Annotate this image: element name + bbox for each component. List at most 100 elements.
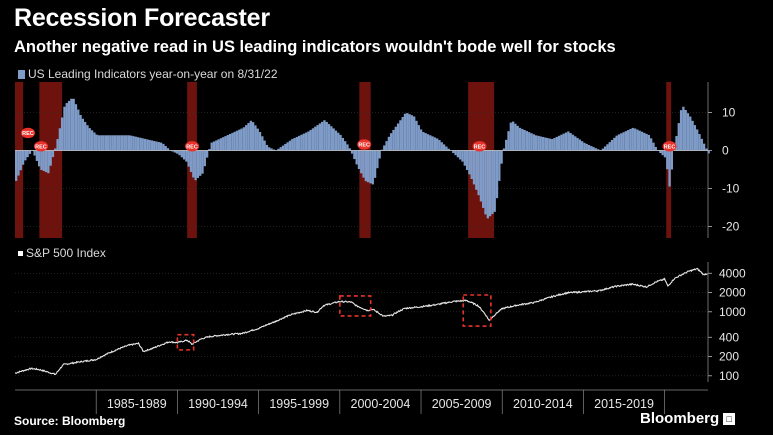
indicator-bar — [33, 150, 36, 156]
indicator-bar — [578, 139, 581, 151]
indicator-bar — [102, 135, 105, 151]
indicator-bar — [28, 150, 32, 154]
indicator-bar — [360, 150, 363, 174]
indicator-bar — [406, 113, 409, 151]
indicator-bar — [116, 135, 119, 151]
indicator-bar — [518, 127, 522, 151]
indicator-bar — [562, 133, 565, 151]
indicator-bar — [502, 148, 506, 151]
indicator-bar — [254, 125, 257, 151]
indicator-bar — [233, 131, 236, 151]
indicator-bar — [615, 135, 618, 151]
indicator-bar — [383, 145, 386, 151]
indicator-bar — [63, 106, 66, 151]
indicator-bar — [702, 143, 706, 151]
indicator-bar — [700, 138, 703, 151]
indicator-bar — [587, 144, 591, 151]
indicator-bar — [88, 128, 91, 151]
indicator-bar — [521, 128, 524, 151]
indicator-bar — [477, 150, 480, 196]
indicator-bar — [187, 150, 190, 167]
indicator-bar — [212, 141, 216, 151]
indicator-bar — [459, 150, 462, 160]
indicator-bar — [523, 130, 526, 151]
indicator-bar — [590, 146, 593, 151]
indicator-bar — [304, 132, 308, 151]
y-tick-label: 4000 — [719, 266, 746, 280]
indicator-bar — [318, 123, 322, 151]
indicator-bar — [341, 137, 345, 151]
indicator-bar — [608, 142, 611, 151]
indicator-bar — [54, 148, 57, 151]
indicator-bar — [107, 135, 110, 151]
indicator-bar — [291, 139, 294, 151]
indicator-bar — [369, 150, 372, 184]
indicator-bar — [281, 145, 285, 151]
indicator-bar — [684, 109, 687, 151]
legend-leading-indicators: US Leading Indicators year-on-year on 8/… — [18, 67, 278, 81]
indicator-bar — [219, 138, 223, 151]
indicator-bar — [311, 128, 315, 151]
indicator-bar — [272, 149, 275, 151]
indicator-bar — [652, 142, 655, 151]
indicator-bar — [277, 148, 280, 151]
indicator-bar — [472, 150, 476, 185]
indicator-bar — [654, 146, 657, 151]
rec-label: REC — [358, 143, 370, 149]
indicator-bar — [348, 148, 351, 151]
indicator-bar — [67, 100, 71, 151]
indicator-bar — [415, 120, 418, 151]
indicator-bar — [21, 150, 25, 165]
indicator-bar — [679, 110, 683, 151]
indicator-bar — [633, 128, 637, 151]
indicator-bar — [150, 140, 154, 151]
rec-label: REC — [474, 144, 486, 150]
indicator-bar — [659, 150, 662, 154]
indicator-bar — [265, 144, 269, 151]
x-tick-label: 1985-1989 — [107, 397, 167, 411]
brand-name: Bloomberg — [640, 410, 720, 427]
indicator-bar — [95, 134, 98, 151]
indicator-bar — [645, 133, 648, 151]
indicator-bar — [534, 135, 538, 151]
indicator-bar — [132, 136, 135, 151]
indicator-bar — [166, 148, 170, 151]
highlight-box — [462, 294, 492, 327]
indicator-bar — [104, 135, 108, 151]
indicator-bar — [134, 136, 137, 151]
indicator-bar — [38, 150, 41, 167]
indicator-bar — [705, 148, 708, 151]
indicator-bar — [452, 150, 455, 154]
indicator-bar — [205, 150, 209, 158]
indicator-bar — [689, 116, 692, 151]
indicator-bar — [185, 150, 188, 162]
indicator-bar — [567, 131, 570, 151]
indicator-bar — [629, 128, 632, 151]
indicator-bar — [592, 147, 595, 151]
indicator-bar — [84, 121, 87, 151]
indicator-bar — [180, 150, 183, 158]
indicator-bar — [65, 103, 68, 151]
indicator-bar — [159, 142, 163, 151]
indicator-bar — [456, 150, 460, 158]
y-tick-label: 100 — [719, 369, 739, 383]
indicator-bar — [390, 133, 393, 151]
indicator-bar — [413, 116, 416, 151]
rec-marker — [472, 141, 487, 152]
indicator-bar — [222, 137, 225, 151]
indicator-bar — [627, 130, 630, 151]
indicator-bar — [332, 128, 335, 151]
indicator-bar — [256, 128, 259, 151]
indicator-bar — [491, 150, 494, 215]
indicator-bar — [178, 150, 181, 156]
indicator-bar — [387, 136, 391, 151]
indicator-bar — [263, 140, 266, 151]
indicator-bar — [350, 150, 354, 154]
indicator-bar — [339, 134, 342, 151]
indicator-bar — [26, 150, 29, 158]
indicator-bar — [251, 122, 255, 151]
indicator-bar — [268, 147, 271, 151]
indicator-bar — [136, 137, 140, 151]
indicator-bar — [670, 150, 674, 170]
y-tick-label: 200 — [719, 350, 739, 364]
